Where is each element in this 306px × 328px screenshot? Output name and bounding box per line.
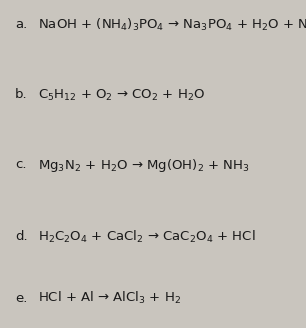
Text: b.: b. bbox=[15, 89, 28, 101]
Text: d.: d. bbox=[15, 231, 28, 243]
Text: H$_2$C$_2$O$_4$ + CaCl$_2$ → CaC$_2$O$_4$ + HCl: H$_2$C$_2$O$_4$ + CaCl$_2$ → CaC$_2$O$_4… bbox=[38, 229, 256, 245]
Text: Mg$_3$N$_2$ + H$_2$O → Mg(OH)$_2$ + NH$_3$: Mg$_3$N$_2$ + H$_2$O → Mg(OH)$_2$ + NH$_… bbox=[38, 156, 249, 174]
Text: e.: e. bbox=[15, 292, 27, 304]
Text: a.: a. bbox=[15, 18, 27, 31]
Text: C$_5$H$_{12}$ + O$_2$ → CO$_2$ + H$_2$O: C$_5$H$_{12}$ + O$_2$ → CO$_2$ + H$_2$O bbox=[38, 88, 205, 103]
Text: c.: c. bbox=[15, 158, 27, 172]
Text: HCl + Al → AlCl$_3$ + H$_2$: HCl + Al → AlCl$_3$ + H$_2$ bbox=[38, 290, 181, 306]
Text: NaOH + (NH$_4$)$_3$PO$_4$ → Na$_3$PO$_4$ + H$_2$O + NH$_3$: NaOH + (NH$_4$)$_3$PO$_4$ → Na$_3$PO$_4$… bbox=[38, 17, 306, 33]
